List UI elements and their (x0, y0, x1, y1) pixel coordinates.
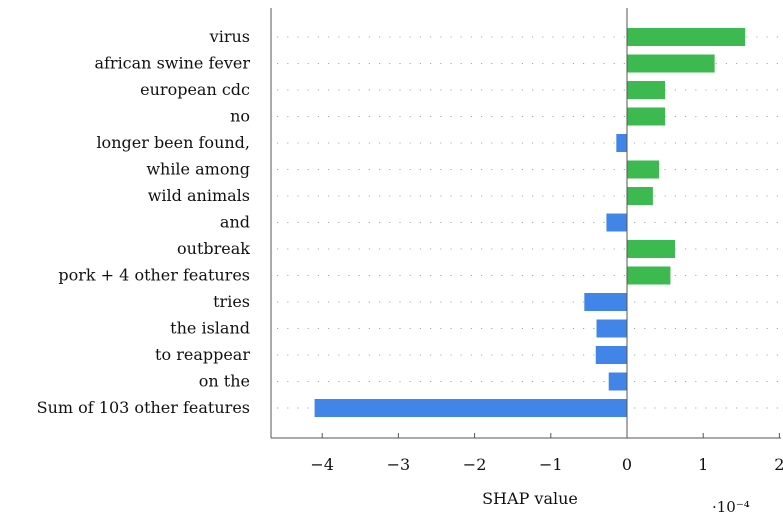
bar-positive (627, 240, 676, 258)
category-label: and (220, 213, 250, 232)
x-tick-label: −1 (539, 455, 563, 474)
x-axis-multiplier: ·10⁻⁴ (712, 498, 750, 515)
category-label: european cdc (140, 80, 250, 99)
x-tick-label: −4 (310, 455, 334, 474)
bar-negative (596, 319, 627, 338)
category-label: outbreak (177, 239, 250, 258)
category-label: virus (209, 27, 250, 46)
bar-positive (627, 107, 666, 126)
bar-positive (627, 266, 671, 285)
x-tick-label: −2 (463, 455, 487, 474)
x-tick-label: −3 (387, 455, 411, 474)
x-tick-label: 1 (698, 455, 708, 474)
category-label: longer been found, (96, 133, 250, 152)
bar-negative (595, 346, 627, 364)
bar-negative (616, 134, 627, 152)
plot-frame (270, 8, 781, 439)
bar-positive (627, 81, 666, 99)
bar-negative (606, 213, 627, 232)
category-label: wild animals (148, 186, 250, 205)
category-label: the island (170, 319, 250, 338)
bar-negative (584, 293, 627, 311)
category-labels: virus african swine fever european cdc no lo… (37, 27, 251, 417)
x-tick-label: 2 (774, 455, 783, 474)
category-label: tries (213, 292, 250, 311)
category-label: on the (199, 372, 250, 391)
x-axis-label: SHAP value (482, 489, 578, 508)
bar-negative (608, 372, 627, 391)
category-label: while among (146, 160, 250, 179)
category-label: to reappear (155, 345, 250, 364)
category-label: no (230, 107, 250, 126)
bar-negative (314, 399, 627, 417)
bar-positive (627, 28, 746, 46)
grid-lines (277, 36, 781, 409)
category-label: african swine fever (94, 54, 250, 73)
bar-positive (627, 54, 715, 73)
category-label: Sum of 103 other features (37, 398, 250, 417)
category-label: pork + 4 other features (58, 266, 250, 285)
bars (314, 28, 746, 417)
x-ticks: −4 −3 −2 −1 0 1 2 (310, 433, 783, 474)
bar-positive (627, 160, 660, 179)
x-tick-label: 0 (622, 455, 632, 474)
bar-positive (627, 187, 653, 205)
